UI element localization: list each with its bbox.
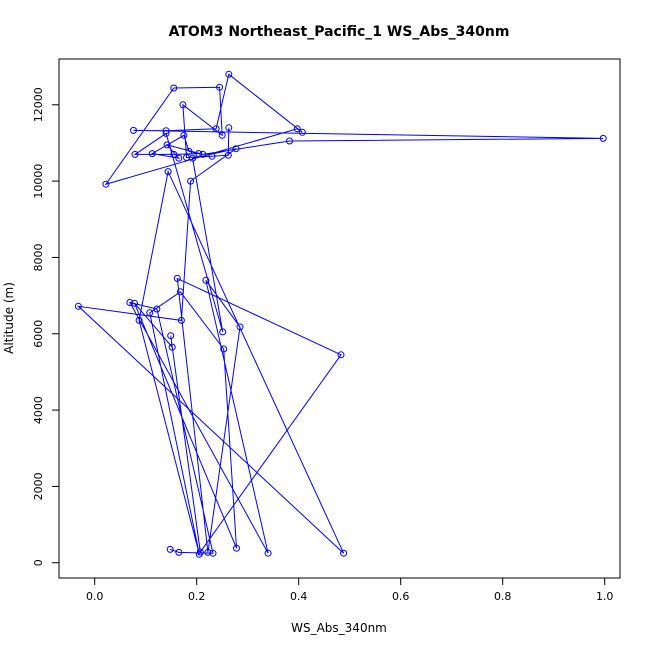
data-point bbox=[233, 544, 240, 552]
data-point bbox=[236, 323, 244, 331]
y-tick-label: 8000 bbox=[32, 243, 45, 271]
data-point bbox=[209, 549, 217, 557]
data-point bbox=[219, 328, 227, 336]
data-point bbox=[168, 343, 176, 351]
data-point bbox=[135, 316, 143, 324]
y-tick-label: 12000 bbox=[32, 87, 45, 122]
y-tick-label: 0 bbox=[32, 559, 45, 566]
data-point bbox=[264, 549, 272, 557]
data-point bbox=[208, 152, 216, 160]
data-point bbox=[131, 299, 138, 307]
data-point bbox=[220, 345, 228, 353]
data-point bbox=[212, 125, 220, 133]
data-point bbox=[167, 332, 175, 340]
data-point bbox=[175, 154, 183, 162]
data-point bbox=[173, 274, 181, 282]
data-point bbox=[225, 70, 233, 78]
chart-title: ATOM3 Northeast_Pacific_1 WS_Abs_340nm bbox=[169, 24, 510, 40]
data-point bbox=[224, 151, 232, 159]
data-point bbox=[170, 84, 178, 92]
data-point bbox=[195, 550, 203, 558]
data-point bbox=[102, 180, 110, 188]
data-point bbox=[126, 299, 134, 306]
y-axis-label: Altitude (m) bbox=[2, 282, 16, 354]
data-point bbox=[183, 154, 190, 161]
data-point bbox=[340, 549, 348, 557]
y-tick-label: 4000 bbox=[32, 396, 45, 424]
data-point bbox=[130, 126, 137, 134]
data-point bbox=[293, 125, 301, 133]
data-point bbox=[162, 127, 170, 135]
x-tick-label: 0.2 bbox=[188, 590, 206, 603]
data-point bbox=[199, 150, 207, 158]
data-point bbox=[177, 316, 185, 324]
x-tick-label: 0.8 bbox=[494, 590, 512, 603]
data-point bbox=[225, 124, 233, 132]
y-tick-label: 10000 bbox=[32, 164, 45, 199]
y-tick-label: 6000 bbox=[32, 320, 45, 348]
data-point bbox=[148, 150, 156, 158]
data-point bbox=[74, 302, 82, 310]
data-point bbox=[170, 150, 178, 158]
y-tick-label: 2000 bbox=[32, 472, 45, 500]
plot-area bbox=[74, 70, 607, 558]
data-point bbox=[599, 134, 607, 142]
data-point bbox=[163, 141, 171, 149]
data-point bbox=[175, 548, 183, 556]
data-point bbox=[204, 548, 212, 556]
data-point bbox=[202, 276, 210, 284]
data-point bbox=[180, 131, 188, 139]
data-point bbox=[187, 177, 195, 185]
data-point bbox=[216, 83, 224, 91]
data-point bbox=[153, 305, 161, 313]
data-point bbox=[179, 101, 187, 109]
data-point bbox=[195, 150, 203, 158]
data-point bbox=[164, 168, 172, 176]
data-point bbox=[146, 309, 154, 317]
data-point bbox=[162, 129, 170, 137]
data-point bbox=[232, 145, 240, 153]
x-tick-label: 0.0 bbox=[86, 590, 104, 603]
data-point bbox=[286, 137, 293, 145]
data-point bbox=[337, 351, 345, 359]
x-tick-label: 0.4 bbox=[290, 590, 308, 603]
x-tick-label: 0.6 bbox=[392, 590, 410, 603]
y-axis: 0 2000 4000 6000 8000 10000 12000 bbox=[32, 87, 60, 566]
data-point bbox=[298, 128, 306, 136]
x-tick-label: 1.0 bbox=[596, 590, 614, 603]
data-point bbox=[185, 147, 193, 155]
data-point bbox=[218, 131, 226, 139]
x-axis: 0.0 0.2 0.4 0.6 0.8 1.0 bbox=[86, 577, 614, 603]
x-axis-label: WS_Abs_340nm bbox=[291, 621, 387, 635]
data-point bbox=[176, 288, 184, 296]
series-line bbox=[76, 73, 604, 555]
data-point bbox=[131, 150, 139, 158]
data-point bbox=[166, 545, 174, 553]
